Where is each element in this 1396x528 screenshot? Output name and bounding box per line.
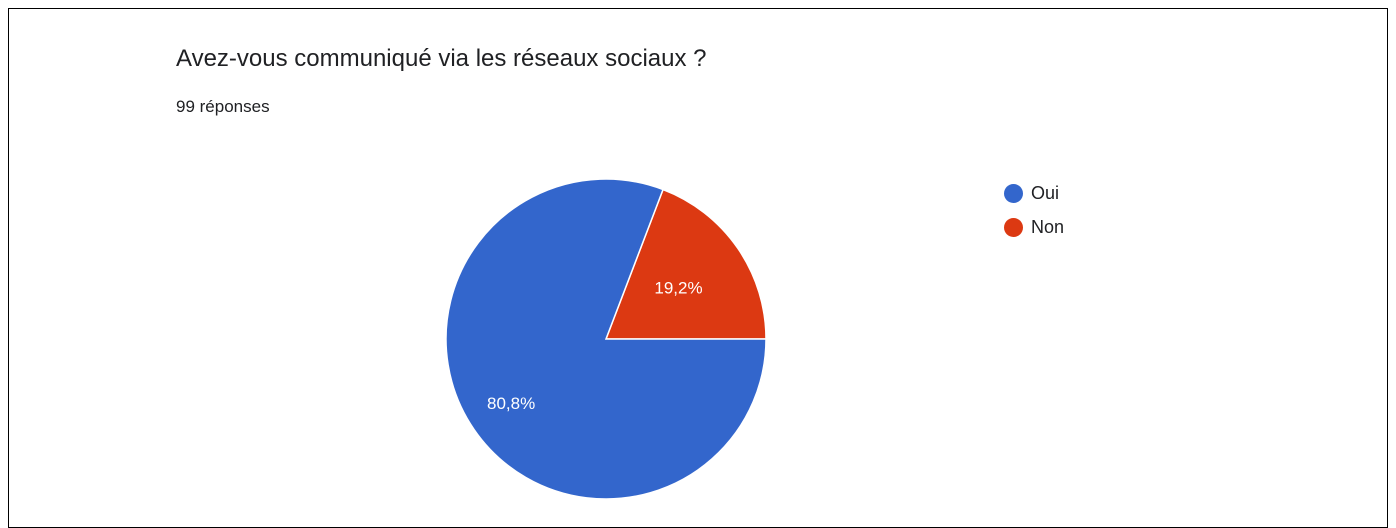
- pie-chart: 19,2% 80,8%: [445, 178, 767, 500]
- legend-item-non[interactable]: Non: [1004, 210, 1064, 244]
- legend-swatch-non: [1004, 217, 1023, 237]
- chart-title: Avez-vous communiqué via les réseaux soc…: [176, 45, 707, 72]
- pie-label-oui: 80,8%: [487, 394, 535, 413]
- pie-label-non: 19,2%: [654, 279, 702, 298]
- response-count: 99 réponses: [176, 97, 270, 116]
- chart-legend: Oui Non: [1004, 176, 1064, 244]
- legend-swatch-oui: [1004, 183, 1023, 203]
- pie-slice-non[interactable]: [604, 188, 767, 340]
- pie-slice-oui[interactable]: [445, 178, 767, 500]
- legend-label-oui: Oui: [1031, 182, 1060, 203]
- legend-label-non: Non: [1031, 216, 1065, 237]
- legend-item-oui[interactable]: Oui: [1004, 176, 1064, 210]
